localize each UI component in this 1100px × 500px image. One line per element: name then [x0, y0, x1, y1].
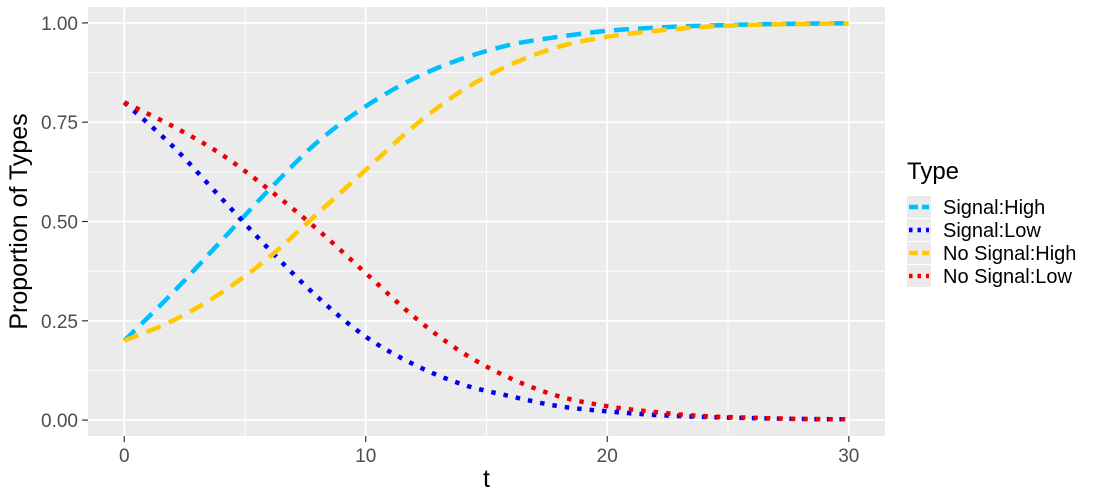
x-tick-label: 30 — [838, 446, 859, 467]
series-line-3 — [123, 100, 849, 422]
y-tick-label: 0.50 — [41, 213, 78, 234]
y-tick-label: 0.25 — [41, 312, 78, 333]
y-tick-label: 0.75 — [41, 113, 78, 134]
legend-title: Type — [907, 158, 959, 185]
y-tick-label: 0.00 — [41, 411, 78, 432]
x-tick-label: 10 — [355, 446, 376, 467]
x-tick-label: 20 — [597, 446, 618, 467]
x-axis-title: t — [483, 465, 490, 493]
legend-key — [907, 242, 931, 264]
y-axis-title: Proportion of Types — [5, 113, 33, 329]
x-axis: 0 10 20 30 — [119, 436, 859, 467]
legend-label: Signal:Low — [943, 220, 1041, 242]
legend-label: No Signal:Low — [943, 266, 1073, 288]
x-tick-label: 0 — [119, 446, 130, 467]
major-gridlines — [88, 7, 885, 436]
series-lines — [122, 21, 849, 422]
legend-key — [907, 196, 931, 218]
y-axis: 0.00 0.25 0.50 0.75 1.00 — [41, 14, 88, 432]
y-tick-label: 1.00 — [41, 14, 78, 35]
legend-label: No Signal:High — [943, 243, 1076, 265]
legend-label: Signal:High — [943, 197, 1045, 219]
series-line-2 — [123, 21, 849, 343]
